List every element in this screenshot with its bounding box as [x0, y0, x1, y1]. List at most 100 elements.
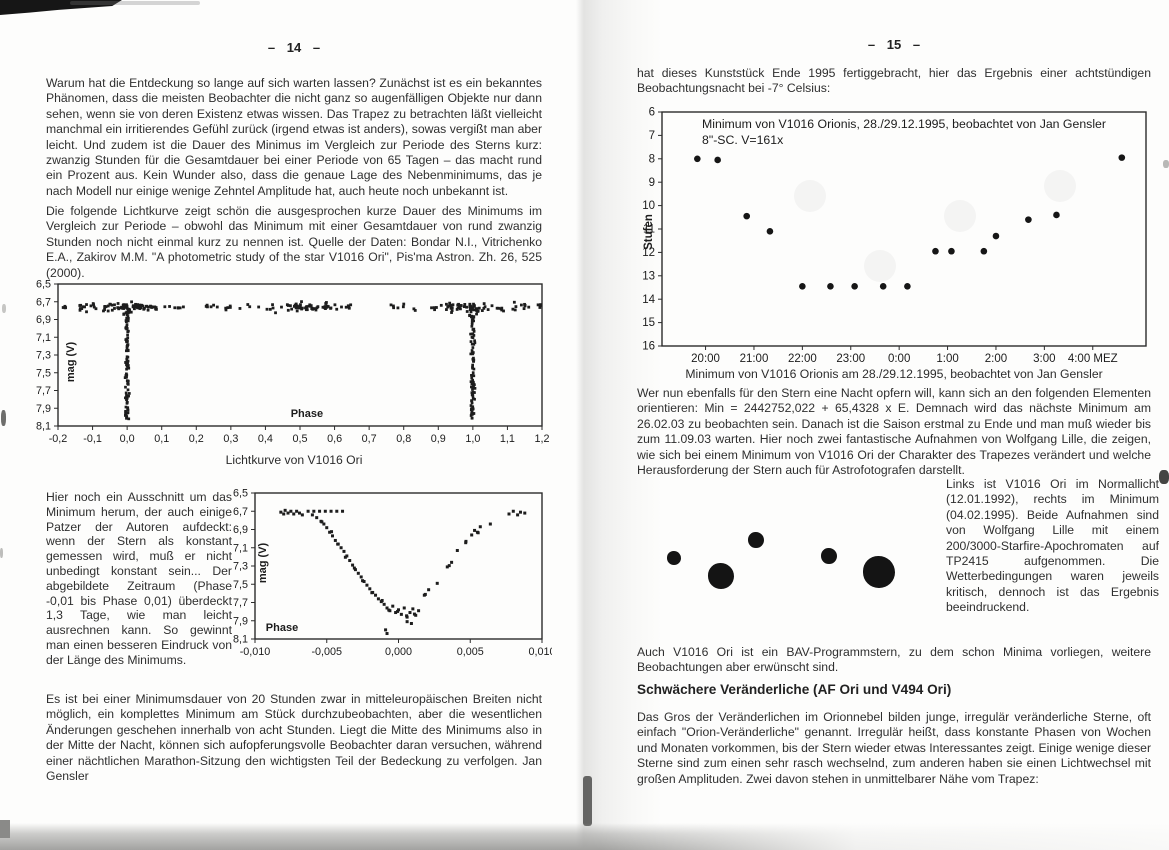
chart-caption-lightcurve: Lichtkurve von V1016 Ori: [225, 453, 363, 467]
scan-edge-smudge: [1159, 470, 1169, 484]
svg-text:Phase: Phase: [266, 622, 298, 634]
trapezium-star-blob: [748, 532, 764, 548]
lightcurve-phase-svg: -0,2 -0,1 0,0 0,1 0,2 0,3 0,4 0,5 0,6 0,7 0,8 0,9 1,…: [36, 279, 550, 445]
svg-text:22:00: 22:00: [788, 353, 817, 362]
svg-text:6: 6: [649, 107, 655, 119]
svg-text:15: 15: [642, 317, 655, 329]
svg-text:7: 7: [649, 130, 655, 142]
trapezium-photographs: [640, 518, 932, 630]
svg-text:-0,010: -0,010: [240, 646, 271, 658]
scan-edge-smudge: [1, 410, 6, 426]
scan-edge-smudge: [0, 548, 3, 558]
svg-text:8,1: 8,1: [36, 421, 51, 433]
svg-text:1,0: 1,0: [465, 433, 480, 445]
svg-text:0,4: 0,4: [258, 433, 273, 445]
svg-text:0,5: 0,5: [292, 433, 307, 445]
svg-text:0,9: 0,9: [431, 433, 446, 445]
svg-text:0,6: 0,6: [327, 433, 342, 445]
svg-text:Stufen: Stufen: [643, 214, 655, 250]
svg-text:8"-SC. V=161x: 8"-SC. V=161x: [702, 133, 784, 147]
svg-text:mag (V): mag (V): [257, 542, 269, 583]
svg-text:11: 11: [643, 224, 655, 236]
side-note-minimum-zoom: Hier noch ein Ausschnitt um das Minimum …: [46, 490, 232, 667]
svg-text:6,7: 6,7: [36, 296, 51, 308]
lightcurve-phase-chart: -0,2 -0,1 0,0 0,1 0,2 0,3 0,4 0,5 0,6 0,7 0,8 0,9 1,…: [28, 279, 550, 446]
svg-text:-0,005: -0,005: [311, 646, 342, 658]
page-number-right: – 15 –: [867, 37, 921, 52]
svg-text:0,7: 0,7: [362, 433, 377, 445]
paragraph-observation-night: hat dieses Kunststück Ende 1995 fertigge…: [637, 66, 1151, 96]
svg-text:0,2: 0,2: [189, 433, 204, 445]
svg-text:6,7: 6,7: [233, 506, 248, 518]
svg-text:7,9: 7,9: [233, 615, 248, 627]
svg-text:0,3: 0,3: [223, 433, 238, 445]
svg-text:2:00: 2:00: [985, 353, 1007, 362]
chart-caption-gensler: Minimum von V1016 Orionis am 28./29.12.1…: [685, 367, 1103, 381]
svg-text:10: 10: [642, 200, 655, 212]
gensler-minimum-svg: 20:00 21:00 22:00 23:00 0:00 1:00 2:00 3:00 4:00…: [642, 107, 1147, 365]
svg-text:mag (V): mag (V): [65, 341, 77, 382]
svg-text:7,3: 7,3: [36, 350, 51, 362]
trapezium-star-blob: [863, 556, 895, 588]
svg-text:0,000: 0,000: [385, 646, 412, 658]
svg-text:7,5: 7,5: [233, 579, 248, 591]
svg-text:9: 9: [649, 177, 655, 189]
svg-text:1:00: 1:00: [936, 353, 958, 362]
svg-text:14: 14: [642, 294, 655, 306]
scan-bottom-fade: [600, 823, 1169, 850]
paragraph-observing-minimum: Es ist bei einer Minimumsdauer von 20 St…: [46, 692, 542, 784]
svg-text:Minimum von V1016 Orionis, 28.: Minimum von V1016 Orionis, 28./29.12.199…: [702, 117, 1106, 131]
svg-text:7,7: 7,7: [233, 597, 248, 609]
svg-text:20:00: 20:00: [691, 353, 720, 362]
paragraph-discovery: Warum hat die Entdeckung so lange auf si…: [46, 76, 542, 198]
svg-text:7,9: 7,9: [36, 403, 51, 415]
svg-text:-0,1: -0,1: [83, 433, 102, 445]
svg-text:0,005: 0,005: [457, 646, 484, 658]
svg-text:0,0: 0,0: [120, 433, 135, 445]
svg-text:8: 8: [649, 153, 655, 165]
svg-text:-0,2: -0,2: [49, 433, 68, 445]
book-spine-shadow: [576, 0, 662, 850]
svg-text:4:00 MEZ: 4:00 MEZ: [1068, 353, 1118, 362]
svg-text:8,1: 8,1: [233, 634, 248, 646]
paragraph-elements: Wer nun ebenfalls für den Stern eine Nac…: [637, 386, 1151, 478]
section-heading-weaker-variables: Schwächere Veränderliche (AF Ori und V49…: [637, 682, 952, 697]
svg-text:13: 13: [642, 270, 655, 282]
svg-text:7,1: 7,1: [36, 332, 51, 344]
svg-text:7,7: 7,7: [36, 385, 51, 397]
svg-text:6,9: 6,9: [36, 314, 51, 326]
paragraph-bav-program: Auch V1016 Ori ist ein BAV-Programmstern…: [637, 645, 1151, 675]
photo-caption: Links ist V1016 Ori im Normallicht (12.0…: [946, 477, 1159, 615]
page-number-left: – 14 –: [267, 40, 321, 55]
svg-text:0,010: 0,010: [528, 646, 552, 658]
svg-text:7,3: 7,3: [233, 561, 248, 573]
svg-text:6,5: 6,5: [36, 280, 51, 291]
svg-text:7,1: 7,1: [233, 542, 248, 554]
minimum-zoom-chart: -0,010 -0,005 0,000 0,005 0,010 6,5 6,7 6,9 7,1 7…: [230, 487, 556, 663]
svg-text:1,1: 1,1: [500, 433, 515, 445]
minimum-zoom-svg: -0,010 -0,005 0,000 0,005 0,010 6,5 6,7 6,9 7,1 7…: [233, 488, 556, 658]
svg-text:6,5: 6,5: [233, 488, 248, 500]
svg-text:1,2: 1,2: [534, 433, 549, 445]
scan-edge-smudge: [2, 304, 6, 313]
scan-top-streak: [70, 1, 200, 5]
trapezium-star-blob: [667, 551, 681, 565]
svg-text:3:00: 3:00: [1033, 353, 1055, 362]
svg-text:12: 12: [642, 247, 655, 259]
svg-text:23:00: 23:00: [836, 353, 865, 362]
gensler-minimum-chart: 20:00 21:00 22:00 23:00 0:00 1:00 2:00 3:00 4:00…: [630, 106, 1158, 365]
svg-text:0,1: 0,1: [154, 433, 169, 445]
trapezium-star-blob: [821, 548, 837, 564]
trapezium-star-blob: [708, 563, 734, 589]
svg-text:0:00: 0:00: [888, 353, 910, 362]
svg-text:16: 16: [642, 341, 655, 353]
spine-bottom-mark: [583, 776, 592, 826]
svg-text:21:00: 21:00: [740, 353, 769, 362]
svg-text:7,5: 7,5: [36, 367, 51, 379]
svg-text:6,9: 6,9: [233, 524, 248, 536]
scan-bottom-left-block: [0, 820, 10, 838]
svg-text:0,8: 0,8: [396, 433, 411, 445]
paragraph-lightcurve-source: Die folgende Lichtkurve zeigt schön die …: [46, 204, 542, 280]
paragraph-orion-variables: Das Gros der Veränderlichen im Orionnebe…: [637, 710, 1151, 786]
